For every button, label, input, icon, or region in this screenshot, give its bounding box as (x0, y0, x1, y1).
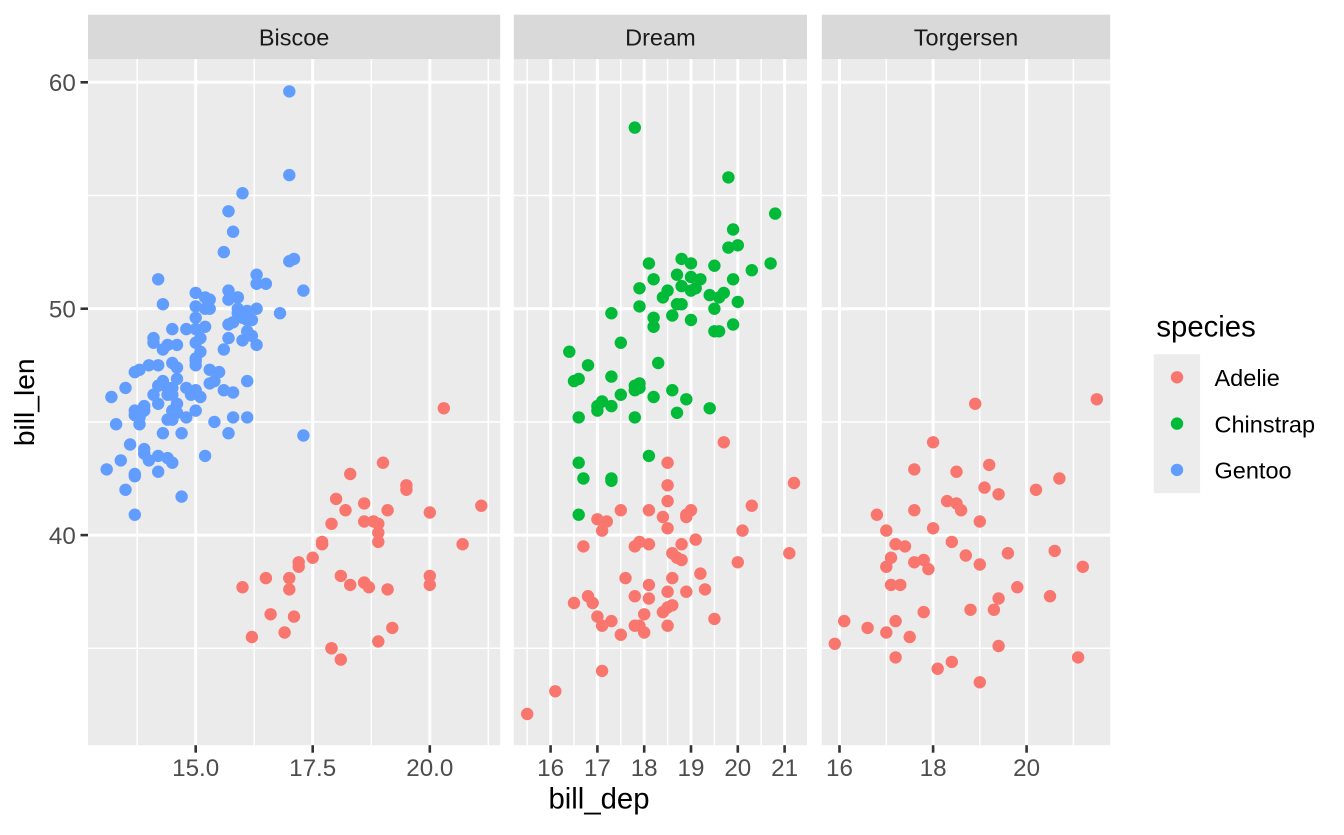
svg-text:Torgersen: Torgersen (914, 25, 1019, 51)
svg-text:19: 19 (678, 755, 705, 782)
svg-text:Dream: Dream (625, 25, 696, 51)
svg-text:Gentoo: Gentoo (1215, 458, 1292, 484)
svg-text:20: 20 (1013, 755, 1040, 782)
svg-text:60: 60 (49, 70, 76, 97)
svg-text:40: 40 (49, 523, 76, 550)
svg-text:17: 17 (584, 755, 611, 782)
svg-text:species: species (1156, 311, 1255, 344)
svg-text:20: 20 (724, 755, 751, 782)
svg-text:20.0: 20.0 (406, 755, 453, 782)
svg-text:15.0: 15.0 (172, 755, 219, 782)
svg-text:Biscoe: Biscoe (259, 25, 330, 51)
svg-text:50: 50 (49, 297, 76, 324)
svg-text:21: 21 (771, 755, 798, 782)
svg-text:bill_dep: bill_dep (549, 783, 650, 816)
svg-text:16: 16 (826, 755, 853, 782)
svg-text:18: 18 (631, 755, 658, 782)
svg-text:Chinstrap: Chinstrap (1215, 411, 1316, 437)
svg-text:17.5: 17.5 (289, 755, 336, 782)
svg-text:Adelie: Adelie (1215, 365, 1280, 391)
svg-text:18: 18 (920, 755, 947, 782)
svg-text:16: 16 (537, 755, 564, 782)
svg-text:bill_len: bill_len (8, 358, 40, 446)
